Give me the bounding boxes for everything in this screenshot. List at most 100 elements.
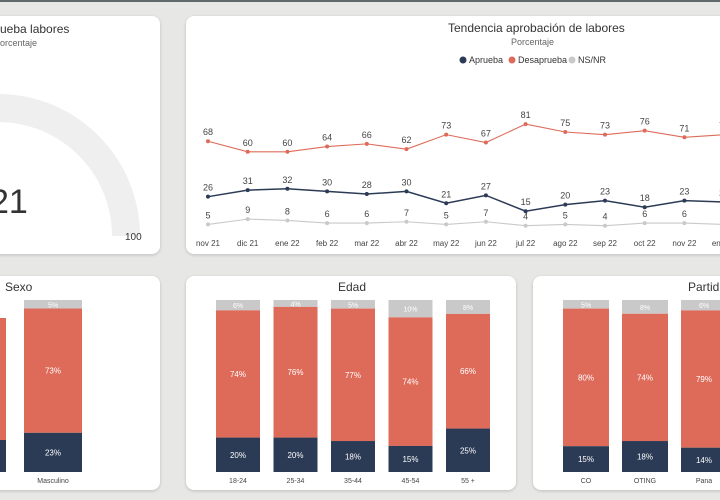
data-label: 18 (640, 193, 650, 203)
top-border (0, 0, 720, 2)
legend-dot-aprueba (459, 56, 467, 64)
bar-segment-nsnr (331, 300, 375, 309)
bar-segment-aprueba (388, 445, 433, 472)
data-point (285, 186, 290, 191)
sexo-card: Sexo 5% 73% 23% Masculino (0, 276, 160, 490)
trend-legend: Aprueba Desaprueba NS/NR (459, 55, 607, 65)
category-label: Masculino (37, 478, 69, 485)
x-tick-label: ene 22 (275, 239, 300, 248)
data-point (682, 198, 687, 203)
x-tick-label: ago 22 (553, 239, 578, 248)
data-label: 27 (481, 181, 491, 191)
data-label: 30 (401, 177, 411, 187)
partido-card: Partid 5% 80% 15% CO 8% 74% 18% OTING 6% 79% 14% Pa… (533, 276, 720, 490)
gauge-track (0, 94, 140, 236)
bar-segment-aprueba (563, 446, 609, 472)
data-label: 5 (444, 210, 449, 220)
data-point (404, 219, 409, 224)
bar-segment-aprueba (24, 432, 82, 472)
x-tick-label: feb 22 (316, 239, 339, 248)
category-label: CO (581, 478, 592, 485)
bar-label-desaprueba: 74% (230, 370, 246, 379)
bar-segment-desaprueba (24, 308, 82, 433)
bar-segment-aprueba-cropped (0, 440, 6, 472)
data-label: 62 (401, 135, 411, 145)
trend-line-chart: Aprueba Desaprueba NS/NR nov 21 dic 21 ene… (196, 55, 720, 248)
gauge-card: ueba labores orcentaje 21 100 (0, 16, 160, 254)
data-label: 5 (563, 210, 568, 220)
bar-segment-desaprueba (273, 306, 318, 438)
data-label: 75 (560, 118, 570, 128)
sexo-stacked-bar-chart: 5% 73% 23% Masculino (0, 300, 82, 485)
trend-card: Tendencia aprobación de labores Porcenta… (186, 16, 720, 254)
data-label: 5 (205, 210, 210, 220)
data-label: 21 (441, 189, 451, 199)
bar-label-aprueba: 18% (637, 453, 653, 462)
data-label: 23 (679, 187, 689, 197)
data-label: 32 (282, 175, 292, 185)
bar-segment-desaprueba (563, 308, 609, 447)
x-tick-label: mar 22 (354, 239, 379, 248)
x-tick-label: ene 23 (712, 239, 720, 248)
x-tick-label: jun 22 (474, 239, 497, 248)
data-label: 73 (600, 121, 610, 131)
legend-dot-desaprueba (508, 56, 516, 64)
data-point (483, 193, 488, 198)
category-label: OTING (634, 478, 656, 485)
legend-label-nsnr: NS/NR (578, 55, 607, 65)
gauge-value: 21 (0, 183, 28, 221)
x-tick-label: dic 21 (237, 239, 259, 248)
data-point (206, 194, 210, 199)
bar-label-desaprueba: 74% (637, 373, 653, 382)
data-label: 20 (560, 191, 570, 201)
bar-segment-nsnr (273, 300, 318, 307)
series-line-desaprueba (207, 123, 720, 153)
sexo-title: Sexo (5, 280, 33, 294)
legend-label-aprueba: Aprueba (469, 55, 503, 65)
data-label: 60 (282, 138, 292, 148)
trend-title: Tendencia aprobación de labores (448, 21, 625, 35)
data-label: 73 (441, 121, 451, 131)
bar-segment-nsnr (681, 300, 720, 311)
data-label: 76 (640, 117, 650, 127)
bar-label-nsnr: 6% (699, 303, 709, 310)
data-label: 67 (481, 129, 491, 139)
bar-segment-nsnr (446, 300, 490, 314)
data-point (603, 223, 607, 228)
data-label: 6 (642, 209, 647, 219)
data-label: 31 (243, 176, 253, 186)
data-point (483, 140, 488, 145)
bar-segment-desaprueba-cropped (0, 318, 6, 440)
bar-segment-aprueba (216, 437, 260, 472)
category-label: 45-54 (402, 478, 420, 485)
bar-segment-nsnr (563, 300, 609, 309)
data-point (523, 223, 528, 228)
data-label: 26 (203, 183, 213, 193)
bar-label-aprueba: 20% (230, 451, 246, 460)
bar-label-nsnr: 5% (48, 302, 58, 309)
bar-label-nsnr: 5% (581, 302, 591, 309)
bar-segment-desaprueba (331, 308, 375, 442)
data-point (682, 221, 687, 226)
legend-dot-nsnr (568, 56, 576, 64)
bar-label-aprueba: 15% (578, 455, 594, 464)
bar-label-aprueba: 23% (45, 448, 61, 457)
category-label: 55 + (461, 478, 475, 485)
bar-segment-aprueba (331, 441, 375, 472)
bar-label-nsnr: 8% (463, 305, 473, 312)
bar-segment-desaprueba (446, 313, 490, 429)
data-point (523, 122, 528, 127)
data-point (444, 132, 449, 137)
data-point (325, 144, 330, 149)
data-label: 4 (523, 212, 528, 222)
data-point (603, 198, 607, 203)
bar-label-desaprueba: 77% (345, 371, 361, 380)
bar-label-desaprueba: 79% (696, 375, 712, 384)
series-line-aprueba (207, 188, 720, 212)
data-point (642, 221, 647, 226)
bar-label-nsnr: 4% (290, 301, 300, 308)
data-point (364, 192, 369, 197)
data-point (523, 209, 528, 214)
gauge-title: ueba labores (0, 22, 70, 36)
partido-stacked-bar-chart: 5% 80% 15% CO 8% 74% 18% OTING 6% 79% 14% Pana (563, 300, 720, 485)
